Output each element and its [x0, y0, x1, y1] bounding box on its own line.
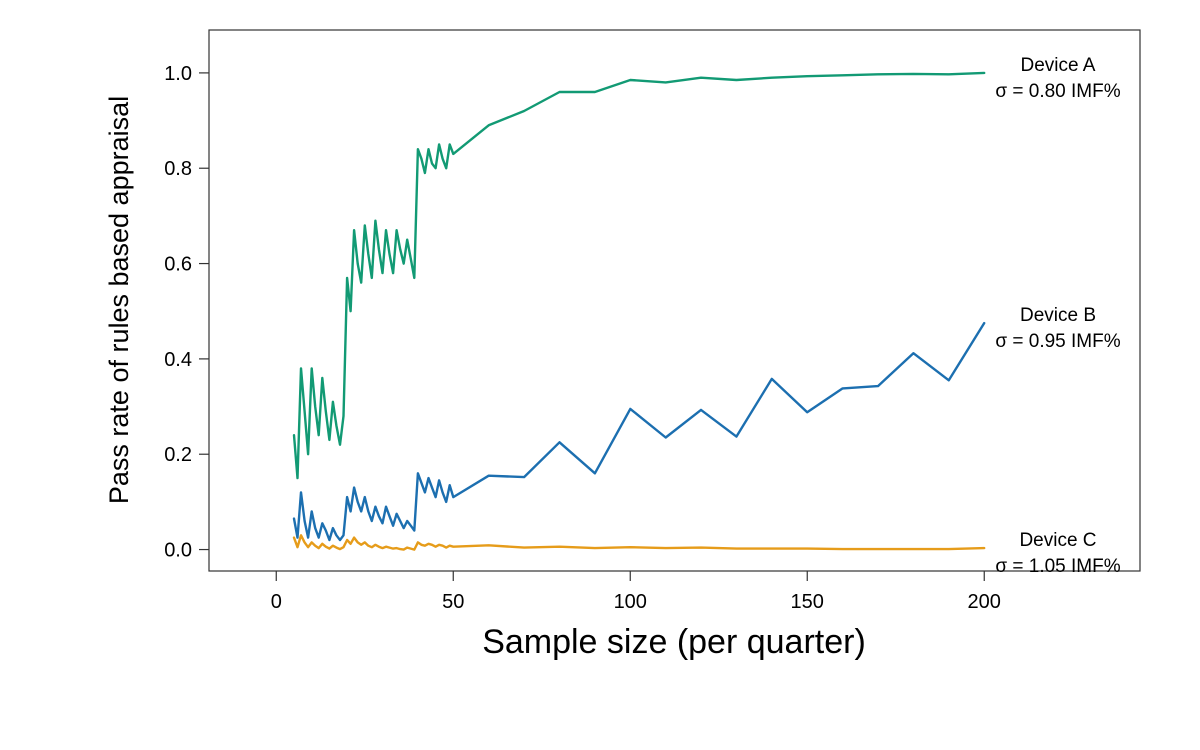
series-line-device-a	[292, 71, 986, 480]
series-label-sigma: σ = 0.80 IMF%	[995, 81, 1120, 102]
x-tick-label: 150	[791, 591, 824, 613]
y-tick-label: 0.4	[164, 349, 192, 371]
x-tick-label: 50	[442, 591, 464, 613]
y-tick-label: 0.0	[164, 540, 192, 562]
y-tick-label: 0.8	[164, 158, 192, 180]
series-group	[292, 71, 986, 551]
x-tick-label: 100	[614, 591, 647, 613]
y-tick-label: 0.6	[164, 254, 192, 276]
series-label-sigma: σ = 1.05 IMF%	[995, 556, 1120, 577]
series-label-sigma: σ = 0.95 IMF%	[995, 331, 1120, 352]
x-tick-label: 200	[968, 591, 1001, 613]
y-tick-label: 0.2	[164, 444, 192, 466]
x-axis-title: Sample size (per quarter)	[482, 623, 866, 661]
series-label-name: Device C	[1019, 530, 1096, 551]
x-axis: 0 50 100 150 200	[271, 571, 1001, 613]
y-axis: 0.0 0.2 0.4 0.6 0.8 1.0	[164, 63, 209, 562]
y-axis-title: Pass rate of rules based appraisal	[104, 96, 134, 504]
x-tick-label: 0	[271, 591, 282, 613]
series-label-name: Device A	[1021, 55, 1096, 76]
plot-frame	[208, 29, 1141, 572]
series-label-name: Device B	[1020, 305, 1096, 326]
series-line-device-c	[292, 534, 986, 551]
series-line-device-b	[292, 321, 986, 542]
series-labels: Device A σ = 0.80 IMF% Device B σ = 0.95 IM…	[995, 55, 1120, 577]
y-tick-label: 1.0	[164, 63, 192, 85]
